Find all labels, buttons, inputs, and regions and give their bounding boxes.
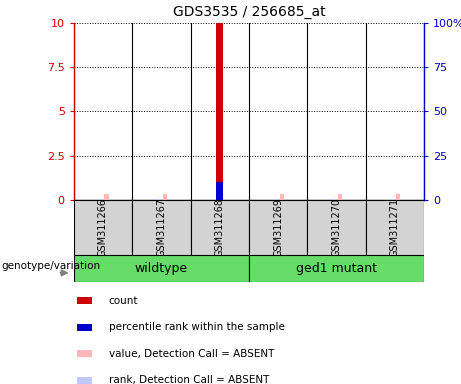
Bar	[190, 200, 249, 255]
Bar	[396, 194, 401, 200]
Bar	[132, 200, 190, 255]
Bar	[77, 324, 92, 331]
Bar	[338, 194, 342, 200]
Bar	[249, 255, 424, 282]
Bar	[307, 200, 366, 255]
Bar	[216, 182, 223, 200]
Text: GSM311267: GSM311267	[156, 198, 166, 257]
Bar	[74, 255, 249, 282]
Text: GSM311268: GSM311268	[215, 198, 225, 257]
Bar	[163, 194, 167, 200]
Bar	[249, 200, 307, 255]
Text: wildtype: wildtype	[135, 262, 188, 275]
Text: ged1 mutant: ged1 mutant	[296, 262, 377, 275]
Bar	[366, 200, 424, 255]
Text: GSM311271: GSM311271	[390, 198, 400, 257]
Text: count: count	[109, 296, 138, 306]
Title: GDS3535 / 256685_at: GDS3535 / 256685_at	[172, 5, 325, 19]
Text: GSM311269: GSM311269	[273, 198, 283, 257]
Bar	[77, 377, 92, 384]
Bar	[279, 194, 284, 200]
Text: percentile rank within the sample: percentile rank within the sample	[109, 322, 285, 332]
Bar	[77, 297, 92, 304]
Text: value, Detection Call = ABSENT: value, Detection Call = ABSENT	[109, 349, 274, 359]
Bar	[77, 350, 92, 357]
Text: rank, Detection Call = ABSENT: rank, Detection Call = ABSENT	[109, 375, 269, 384]
Text: GSM311270: GSM311270	[331, 198, 342, 257]
Text: genotype/variation: genotype/variation	[1, 261, 100, 271]
Bar	[74, 200, 132, 255]
Bar	[104, 194, 108, 200]
Bar	[216, 23, 223, 200]
Text: GSM311266: GSM311266	[98, 198, 108, 257]
